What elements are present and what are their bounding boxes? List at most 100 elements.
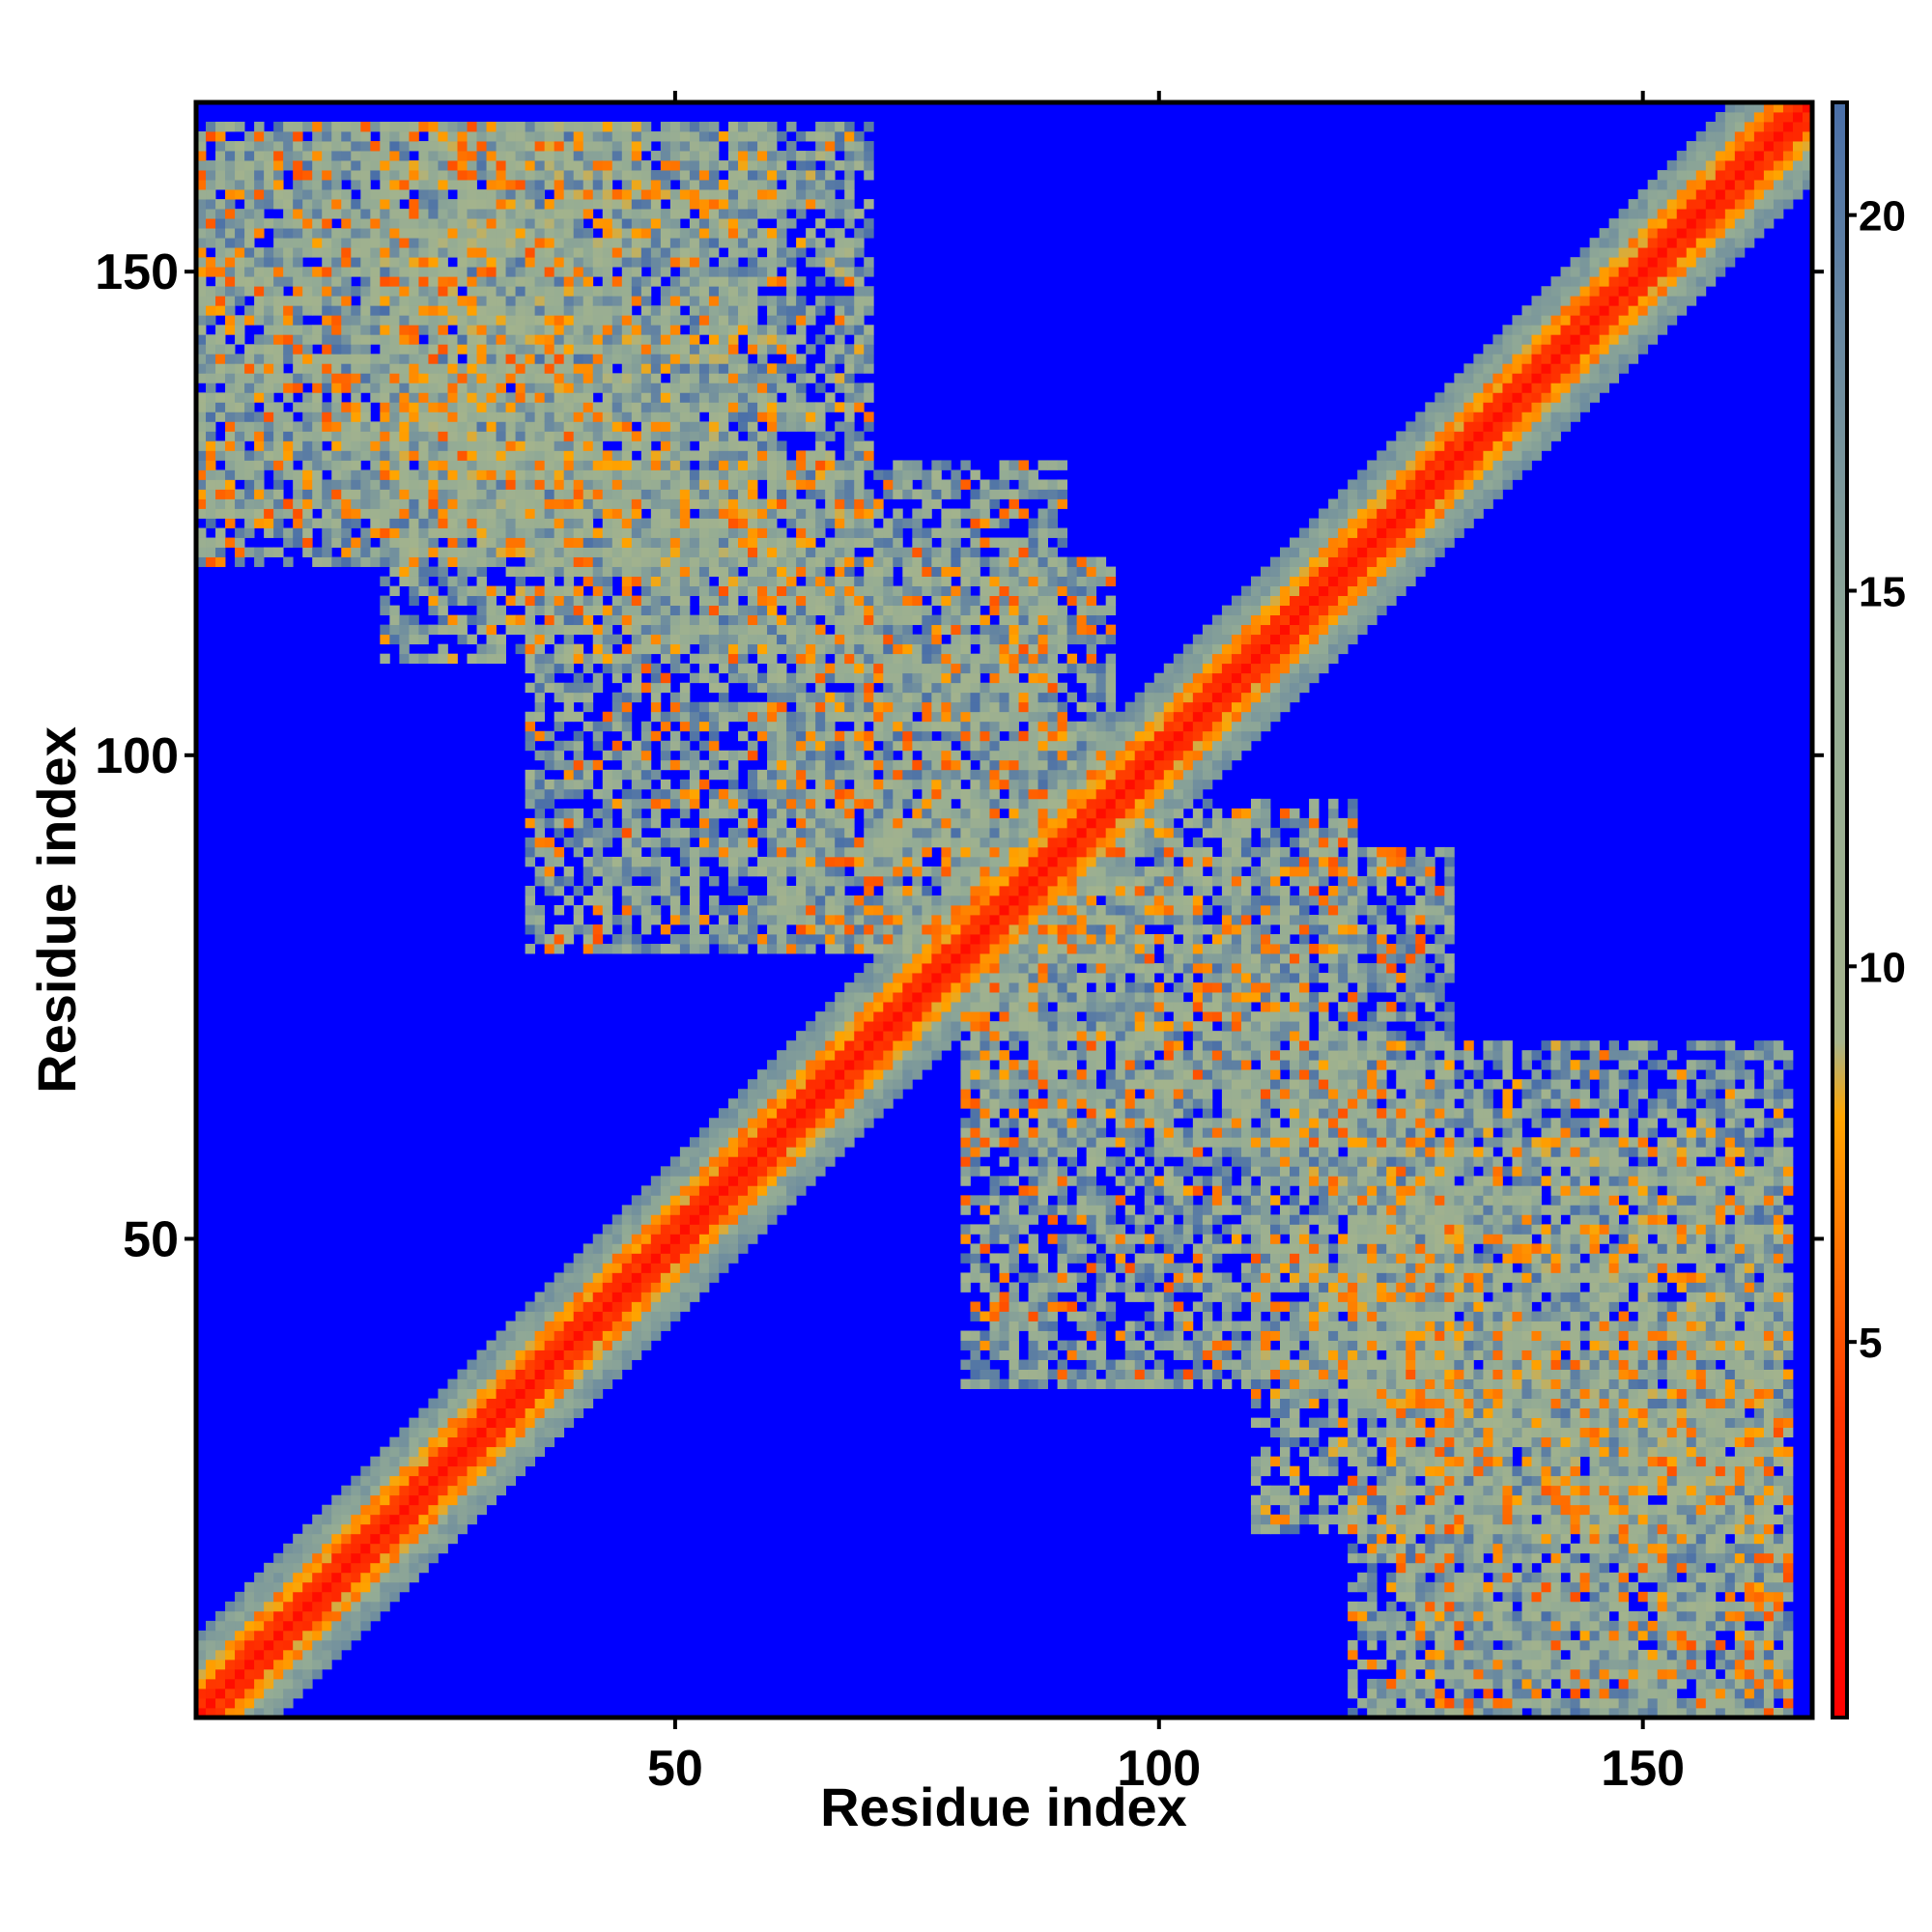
heatmap-cell <box>273 276 284 287</box>
heatmap-cell <box>815 605 826 616</box>
heatmap-cell <box>660 460 671 470</box>
heatmap-cell <box>380 1533 390 1545</box>
heatmap-cell <box>650 711 662 723</box>
heatmap-cell <box>777 247 787 258</box>
heatmap-cell <box>360 1581 371 1593</box>
heatmap-cell <box>196 228 207 239</box>
heatmap-cell <box>283 122 294 132</box>
heatmap-cell <box>360 305 371 316</box>
heatmap-cell <box>457 160 468 171</box>
heatmap-cell <box>611 875 623 887</box>
heatmap-cell <box>582 1359 594 1370</box>
heatmap-cell <box>196 131 207 142</box>
heatmap-cell <box>825 1156 836 1167</box>
heatmap-cell <box>476 489 487 499</box>
heatmap-cell <box>467 151 477 161</box>
heatmap-cell <box>438 189 448 200</box>
heatmap-cell <box>767 653 778 665</box>
heatmap-cell <box>244 1707 255 1719</box>
heatmap-cell <box>244 383 255 393</box>
heatmap-cell <box>835 1098 845 1109</box>
heatmap-cell <box>505 1340 516 1350</box>
heatmap-cell <box>660 363 671 374</box>
heatmap-cell <box>757 228 768 239</box>
heatmap-cell <box>660 1234 671 1244</box>
heatmap-cell <box>650 682 662 694</box>
heatmap-cell <box>708 122 720 132</box>
heatmap-cell <box>727 624 739 636</box>
heatmap-cell <box>573 363 584 374</box>
heatmap-cell <box>302 440 313 451</box>
heatmap-cell <box>467 1494 477 1506</box>
heatmap-cell <box>631 895 642 906</box>
heatmap-cell <box>679 276 691 287</box>
heatmap-cell <box>825 199 836 210</box>
heatmap-cell <box>254 189 265 200</box>
heatmap-cell <box>660 508 671 519</box>
heatmap-cell <box>806 1156 816 1167</box>
heatmap-cell <box>389 180 400 190</box>
heatmap-cell <box>399 325 410 335</box>
heatmap-cell <box>708 1166 720 1177</box>
heatmap-cell <box>341 412 352 422</box>
heatmap-cell <box>505 334 516 345</box>
heatmap-cell <box>698 296 710 306</box>
heatmap-cell <box>631 837 642 848</box>
heatmap-cell <box>777 721 787 732</box>
heatmap-cell <box>554 1272 565 1283</box>
heatmap-cell <box>322 1659 332 1670</box>
heatmap-cell <box>757 827 768 838</box>
heatmap-cell <box>748 1118 758 1128</box>
heatmap-cell <box>486 614 497 626</box>
heatmap-cell <box>679 808 691 819</box>
heatmap-cell <box>264 440 274 451</box>
heatmap-cell <box>806 1108 816 1119</box>
heatmap-cell <box>534 122 546 132</box>
heatmap-cell <box>698 711 710 723</box>
heatmap-cell <box>582 895 594 906</box>
heatmap-cell <box>486 363 497 374</box>
heatmap-cell <box>611 1292 623 1302</box>
heatmap-cell <box>399 1427 410 1438</box>
heatmap-cell <box>602 1321 613 1331</box>
heatmap-cell <box>727 489 739 499</box>
heatmap-cell <box>669 885 681 896</box>
heatmap-cell <box>806 837 816 848</box>
heatmap-cell <box>447 537 458 548</box>
heatmap-cell <box>283 508 294 519</box>
heatmap-cell <box>631 885 642 896</box>
heatmap-cell <box>679 1272 691 1283</box>
heatmap-cell <box>718 1156 729 1167</box>
heatmap-cell <box>244 489 255 499</box>
heatmap-cell <box>777 527 787 538</box>
heatmap-cell <box>611 450 623 461</box>
heatmap-cell <box>399 1543 410 1554</box>
heatmap-cell <box>302 518 313 528</box>
heatmap-cell <box>660 247 671 258</box>
heatmap-cell <box>611 1243 623 1254</box>
heatmap-cell <box>244 1581 255 1593</box>
heatmap-cell <box>698 944 710 954</box>
heatmap-cell <box>611 537 623 548</box>
heatmap-cell <box>563 711 575 723</box>
heatmap-cell <box>496 141 506 152</box>
heatmap-cell <box>418 412 429 422</box>
heatmap-cell <box>631 944 642 954</box>
heatmap-cell <box>631 218 642 229</box>
heatmap-cell <box>409 296 419 306</box>
heatmap-cell <box>360 527 371 538</box>
heatmap-cell <box>254 518 265 528</box>
heatmap-cell <box>621 1272 633 1283</box>
heatmap-cell <box>206 1707 216 1719</box>
heatmap-cell <box>302 160 313 171</box>
heatmap-cell <box>244 344 255 355</box>
heatmap-cell <box>669 605 681 616</box>
heatmap-cell <box>254 479 265 490</box>
heatmap-cell <box>225 354 236 364</box>
heatmap-cell <box>341 489 352 499</box>
heatmap-cell <box>708 460 720 470</box>
heatmap-cell <box>689 856 700 867</box>
heatmap-cell <box>738 643 749 655</box>
heatmap-cell <box>389 624 400 636</box>
heatmap-cell <box>573 354 584 364</box>
